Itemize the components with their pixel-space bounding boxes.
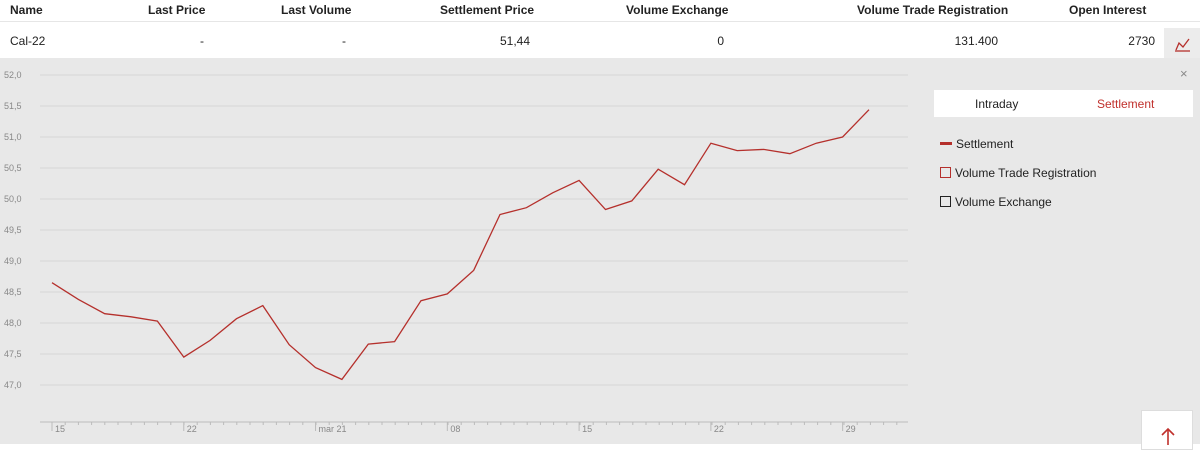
col-name-header[interactable]: Name [10, 3, 43, 17]
cell-last-volume: - [342, 34, 346, 48]
line-chart-icon [1175, 38, 1190, 52]
y-tick-label: 52,0 [4, 70, 22, 80]
x-tick-label: 22 [187, 424, 197, 434]
y-tick-label: 47,0 [4, 380, 22, 390]
cell-volume-exchange: 0 [717, 34, 724, 48]
arrow-up-icon [1161, 427, 1175, 445]
y-tick-label: 49,0 [4, 256, 22, 266]
y-axis: 52,0 51,5 51,0 50,5 50,0 49,5 49,0 48,5 48,0 47,5… [4, 70, 22, 390]
x-tick-label: 29 [846, 424, 856, 434]
col-volume-exchange-header[interactable]: Volume Exchange [626, 3, 729, 17]
x-tick-label: 15 [582, 424, 592, 434]
tab-settlement[interactable]: Settlement [1097, 97, 1155, 111]
col-volume-trade-registration-header[interactable]: Volume Trade Registration [857, 3, 1009, 17]
y-tick-label: 47,5 [4, 349, 22, 359]
col-settlement-price-header[interactable]: Settlement Price [440, 3, 535, 17]
x-axis: 15 22 mar 21 08 15 22 29 [40, 421, 908, 434]
y-tick-label: 48,5 [4, 287, 22, 297]
col-open-interest-header[interactable]: Open Interest [1069, 3, 1147, 17]
volume-trade-registration-swatch [940, 167, 951, 179]
settlement-line-swatch [940, 142, 952, 146]
series-line-settlement [51, 109, 870, 381]
cell-last-price: - [200, 34, 204, 48]
x-tick-label: 22 [714, 424, 724, 434]
x-tick-label: 15 [55, 424, 65, 434]
chart-panel [0, 58, 1200, 444]
chart-mode-tabs: Intraday Settlement [934, 90, 1193, 117]
volume-exchange-swatch [940, 196, 951, 208]
y-tick-label: 51,5 [4, 101, 22, 111]
y-tick-label: 50,5 [4, 163, 22, 173]
chart-toggle-button[interactable] [1164, 28, 1200, 58]
y-tick-label: 50,0 [4, 194, 22, 204]
col-last-price-header[interactable]: Last Price [148, 3, 206, 17]
legend-item-settlement[interactable]: Settlement [940, 137, 1013, 151]
x-tick-label: 08 [450, 424, 460, 434]
y-tick-label: 51,0 [4, 132, 22, 142]
cell-volume-trade-registration: 131.400 [954, 34, 998, 48]
col-last-volume-header[interactable]: Last Volume [281, 3, 352, 17]
legend-label-settlement: Settlement [956, 137, 1014, 151]
scroll-to-top-button[interactable] [1141, 410, 1193, 450]
legend-label-volume-exchange: Volume Exchange [955, 195, 1052, 209]
legend-item-volume-trade-registration[interactable]: Volume Trade Registration [940, 166, 1096, 180]
cell-open-interest: 2730 [1128, 34, 1155, 48]
cell-name: Cal-22 [10, 34, 46, 48]
cell-settlement-price: 51,44 [499, 34, 530, 48]
close-icon[interactable]: × [1180, 66, 1188, 81]
chart-grid [40, 74, 908, 386]
table-header: Name Last Price Last Volume Settlement P… [0, 0, 1200, 22]
legend-item-volume-exchange[interactable]: Volume Exchange [940, 195, 1052, 209]
x-tick-label: mar 21 [319, 424, 347, 434]
legend-label-volume-trade-registration: Volume Trade Registration [955, 166, 1097, 180]
tab-intraday[interactable]: Intraday [975, 97, 1019, 111]
chart-series [51, 109, 870, 381]
y-tick-label: 49,5 [4, 225, 22, 235]
settlement-chart: 52,0 51,5 51,0 50,5 50,0 49,5 49,0 48,5 48,0 47,5… [4, 70, 908, 434]
y-tick-label: 48,0 [4, 318, 22, 328]
table-row[interactable]: Cal-22 - - 51,44 0 131.400 2730 [0, 23, 1200, 58]
